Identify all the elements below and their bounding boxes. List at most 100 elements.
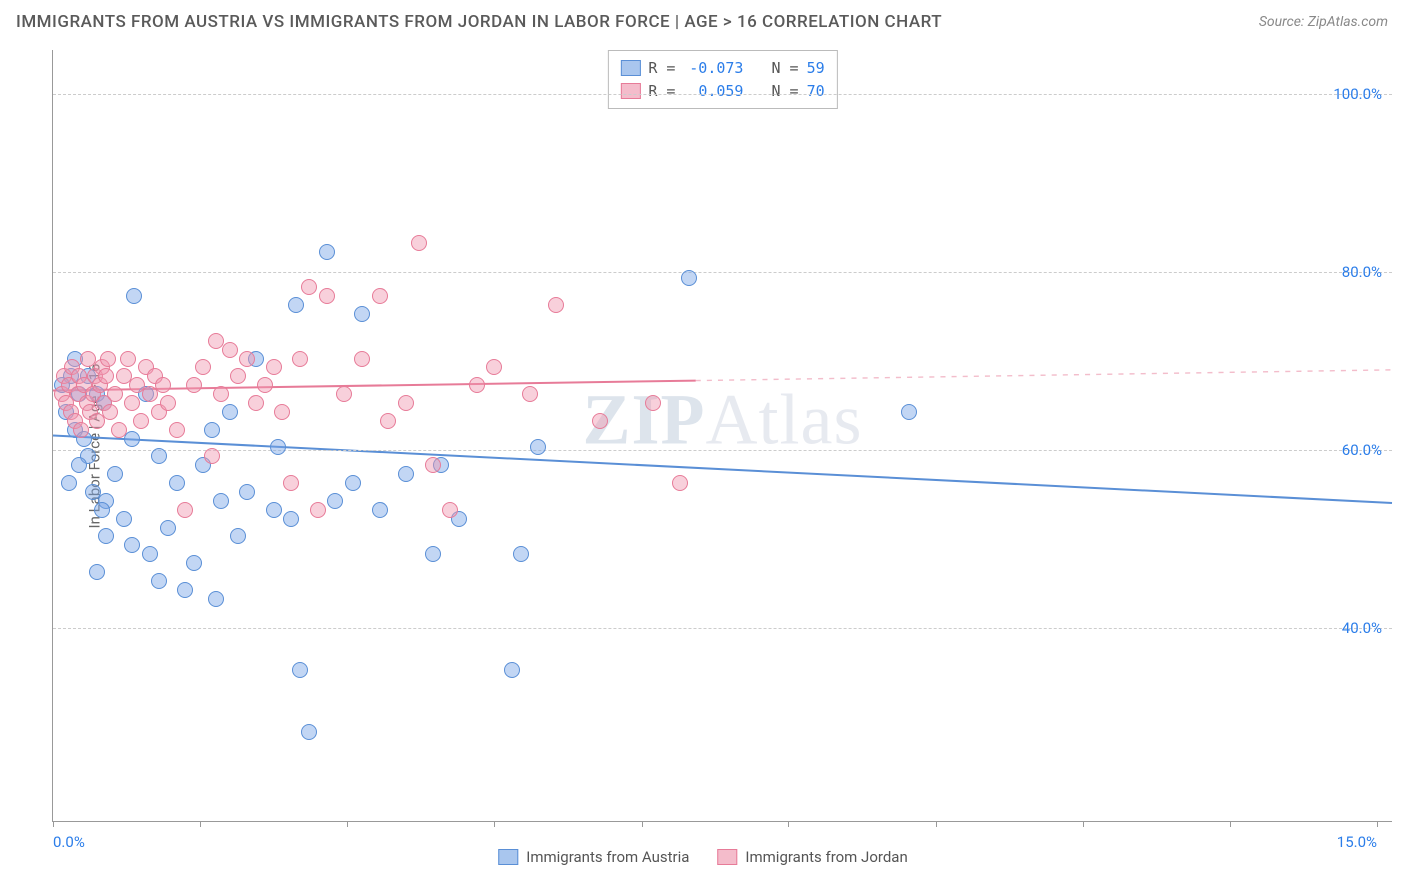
y-tick-label: 100.0%	[1333, 85, 1382, 103]
scatter-point	[292, 351, 308, 367]
scatter-point	[61, 475, 77, 491]
scatter-point	[274, 404, 290, 420]
scatter-point	[230, 528, 246, 544]
scatter-point	[160, 520, 176, 536]
legend-label: Immigrants from Austria	[526, 848, 689, 866]
scatter-point	[195, 359, 211, 375]
scatter-point	[102, 404, 118, 420]
gridline	[53, 94, 1392, 95]
scatter-point	[398, 395, 414, 411]
scatter-point	[124, 395, 140, 411]
legend-swatch	[498, 849, 518, 865]
scatter-point	[111, 422, 127, 438]
stat-n-value: 59	[807, 57, 825, 80]
scatter-point	[469, 377, 485, 393]
scatter-point	[672, 475, 688, 491]
scatter-point	[124, 431, 140, 447]
scatter-point	[486, 359, 502, 375]
scatter-point	[213, 493, 229, 509]
scatter-point	[204, 448, 220, 464]
scatter-point	[530, 439, 546, 455]
scatter-point	[71, 457, 87, 473]
scatter-point	[301, 279, 317, 295]
scatter-point	[327, 493, 343, 509]
scatter-point	[89, 564, 105, 580]
scatter-point	[301, 724, 317, 740]
x-tick	[642, 821, 643, 827]
scatter-point	[107, 386, 123, 402]
scatter-point	[681, 270, 697, 286]
scatter-point	[177, 582, 193, 598]
scatter-point	[222, 404, 238, 420]
x-tick-label-right: 15.0%	[1337, 833, 1377, 851]
scatter-point	[548, 297, 564, 313]
scatter-point	[513, 546, 529, 562]
scatter-point	[425, 546, 441, 562]
gridline	[53, 628, 1392, 629]
scatter-point	[504, 662, 520, 678]
scatter-point	[645, 395, 661, 411]
scatter-point	[319, 244, 335, 260]
scatter-point	[345, 475, 361, 491]
chart-title: IMMIGRANTS FROM AUSTRIA VS IMMIGRANTS FR…	[16, 12, 942, 32]
x-tick	[53, 821, 54, 827]
stat-n-value: 70	[807, 80, 825, 103]
scatter-point	[354, 306, 370, 322]
scatter-point	[160, 395, 176, 411]
stat-r-value: 0.059	[683, 80, 743, 103]
scatter-point	[592, 413, 608, 429]
scatter-point	[901, 404, 917, 420]
legend-swatch	[620, 83, 640, 99]
x-tick	[200, 821, 201, 827]
stat-n-label: N =	[771, 80, 798, 103]
scatter-point	[239, 484, 255, 500]
scatter-point	[98, 528, 114, 544]
scatter-point	[372, 288, 388, 304]
x-tick	[1083, 821, 1084, 827]
x-tick-label-left: 0.0%	[53, 833, 85, 851]
scatter-point	[124, 537, 140, 553]
scatter-point	[177, 502, 193, 518]
scatter-point	[372, 502, 388, 518]
scatter-point	[73, 422, 89, 438]
scatter-point	[142, 546, 158, 562]
scatter-point	[204, 422, 220, 438]
legend-item: Immigrants from Jordan	[717, 848, 907, 866]
scatter-point	[151, 573, 167, 589]
scatter-point	[186, 555, 202, 571]
plot-area: ZIPAtlas R =-0.073N =59R =0.059N =70 40.…	[52, 50, 1392, 822]
y-tick-label: 60.0%	[1342, 441, 1382, 459]
scatter-point	[169, 475, 185, 491]
scatter-point	[283, 475, 299, 491]
stats-legend-row: R =-0.073N =59	[620, 57, 824, 80]
scatter-point	[107, 466, 123, 482]
scatter-point	[266, 502, 282, 518]
scatter-point	[442, 502, 458, 518]
scatter-point	[283, 511, 299, 527]
y-tick-label: 40.0%	[1342, 619, 1382, 637]
scatter-point	[288, 297, 304, 313]
legend-item: Immigrants from Austria	[498, 848, 689, 866]
scatter-point	[336, 386, 352, 402]
stat-r-value: -0.073	[683, 57, 743, 80]
scatter-point	[310, 502, 326, 518]
scatter-point	[292, 662, 308, 678]
stat-r-label: R =	[648, 80, 675, 103]
scatter-point	[354, 351, 370, 367]
scatter-point	[213, 386, 229, 402]
x-tick	[1230, 821, 1231, 827]
legend-label: Immigrants from Jordan	[745, 848, 907, 866]
scatter-point	[222, 342, 238, 358]
stats-legend-row: R = 0.059 N = 70	[620, 80, 824, 103]
legend-swatch	[620, 60, 640, 76]
series-legend: Immigrants from Austria Immigrants from J…	[498, 848, 907, 866]
scatter-point	[230, 368, 246, 384]
scatter-point	[126, 288, 142, 304]
x-tick	[347, 821, 348, 827]
scatter-point	[151, 448, 167, 464]
scatter-point	[319, 288, 335, 304]
scatter-point	[425, 457, 441, 473]
scatter-point	[239, 351, 255, 367]
stats-legend: R =-0.073N =59R = 0.059 N = 70	[607, 50, 837, 109]
scatter-point	[248, 395, 264, 411]
